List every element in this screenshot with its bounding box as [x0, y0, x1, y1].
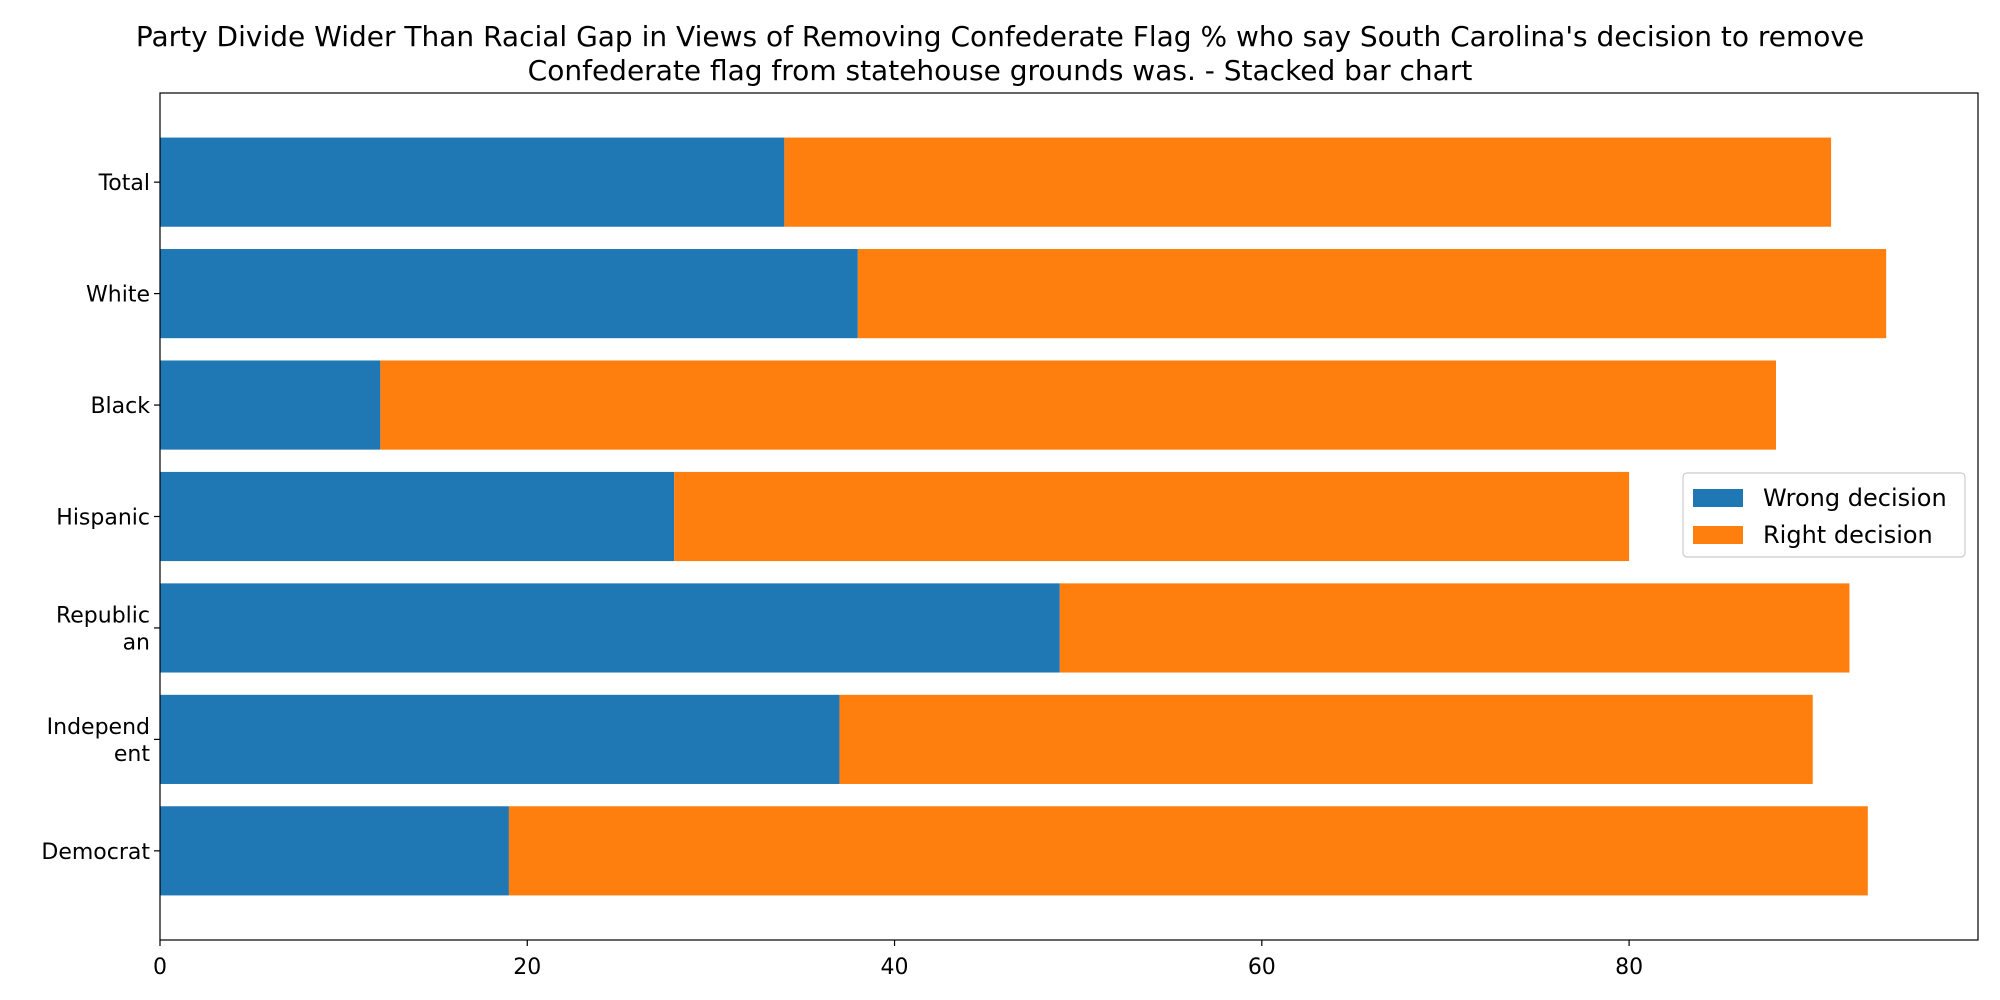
- x-tick-label: 60: [1248, 955, 1276, 980]
- bar-wrong-decision-3: [160, 471, 675, 562]
- bar-wrong-decision-2: [160, 360, 381, 450]
- x-tick-label: 0: [153, 955, 167, 980]
- y-tick-label: Total: [98, 171, 150, 196]
- y-tick-label: Republic an: [56, 603, 150, 655]
- bar-right-decision-2: [380, 360, 1776, 450]
- y-tick-label: Independ ent: [47, 715, 151, 767]
- legend-swatch-right-decision: [1693, 526, 1743, 544]
- bar-right-decision-4: [1059, 583, 1850, 673]
- x-tick-label: 40: [881, 955, 909, 980]
- x-tick-label: 20: [513, 955, 541, 980]
- bar-wrong-decision-1: [160, 249, 858, 339]
- bar-wrong-decision-6: [160, 806, 509, 896]
- y-tick-label: White: [86, 283, 150, 308]
- legend: Wrong decision Right decision: [1682, 472, 1966, 558]
- x-axis-ticks: 0 20 40 60 80: [153, 940, 1643, 980]
- legend-swatch-wrong-decision: [1693, 489, 1743, 507]
- y-axis-ticks: Total White Black Hispanic Republic an Indepen…: [41, 171, 160, 865]
- y-tick-label: Black: [90, 394, 150, 419]
- bar-right-decision-5: [839, 694, 1813, 784]
- bar-wrong-decision-4: [160, 583, 1060, 673]
- y-tick-label: Hispanic: [56, 506, 150, 531]
- legend-label-wrong-decision: Wrong decision: [1763, 484, 1947, 512]
- bar-wrong-decision-5: [160, 694, 840, 784]
- bar-wrong-decision-0: [160, 137, 785, 227]
- bar-right-decision-0: [784, 137, 1832, 227]
- chart-title: Party Divide Wider Than Racial Gap in Vi…: [135, 20, 1865, 87]
- bar-right-decision-3: [674, 471, 1630, 562]
- legend-label-right-decision: Right decision: [1763, 521, 1933, 549]
- y-tick-label: Democrat: [41, 840, 150, 865]
- x-tick-label: 80: [1615, 955, 1643, 980]
- bar-right-decision-6: [508, 806, 1868, 896]
- bar-right-decision-1: [857, 249, 1887, 339]
- legend-box: [1682, 472, 1966, 558]
- bars-layer: [160, 137, 1887, 896]
